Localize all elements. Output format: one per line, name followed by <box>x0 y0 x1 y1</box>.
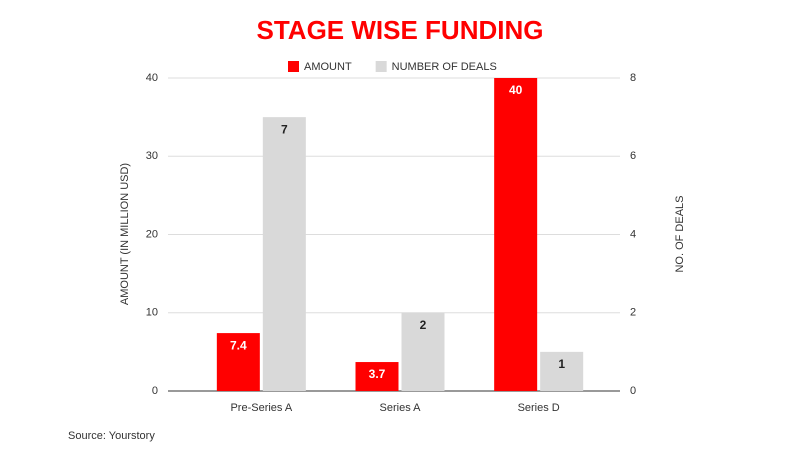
legend-swatch <box>375 61 387 72</box>
value-label: 40 <box>509 83 523 97</box>
value-label: 7.4 <box>230 338 247 352</box>
x-tick-label: Pre-Series A <box>230 402 292 414</box>
bar <box>401 312 445 391</box>
bar <box>494 78 538 391</box>
bar <box>216 333 260 391</box>
legend-label: AMOUNT <box>304 61 352 73</box>
y-tick-label: 40 <box>146 72 158 84</box>
bar <box>355 362 399 391</box>
chart-title: STAGE WISE FUNDING <box>257 15 544 45</box>
x-tick-label: Series A <box>380 402 422 414</box>
y-tick-label: 0 <box>152 385 158 397</box>
bar <box>540 351 584 391</box>
value-label: 1 <box>558 357 565 371</box>
y-tick-label: 20 <box>146 228 158 240</box>
y-tick-label: 30 <box>146 150 158 162</box>
y2-tick-label: 6 <box>630 150 636 162</box>
legend-swatch <box>288 61 299 72</box>
value-label: 7 <box>281 122 288 136</box>
bar <box>262 117 306 391</box>
value-label: 3.7 <box>369 367 386 381</box>
y2-tick-label: 4 <box>630 228 636 240</box>
x-tick-label: Series D <box>518 402 560 414</box>
source: Source: Yourstory <box>68 430 155 442</box>
y2-tick-label: 8 <box>630 72 636 84</box>
y2-tick-label: 0 <box>630 385 636 397</box>
y-tick-label: 10 <box>146 307 158 319</box>
y2-axis-label: NO. OF DEALS <box>674 195 686 272</box>
legend-label: NUMBER OF DEALS <box>392 61 497 73</box>
y-axis-label: AMOUNT (IN MILLION USD) <box>119 163 131 305</box>
value-label: 2 <box>420 318 427 332</box>
y2-tick-label: 2 <box>630 307 636 319</box>
